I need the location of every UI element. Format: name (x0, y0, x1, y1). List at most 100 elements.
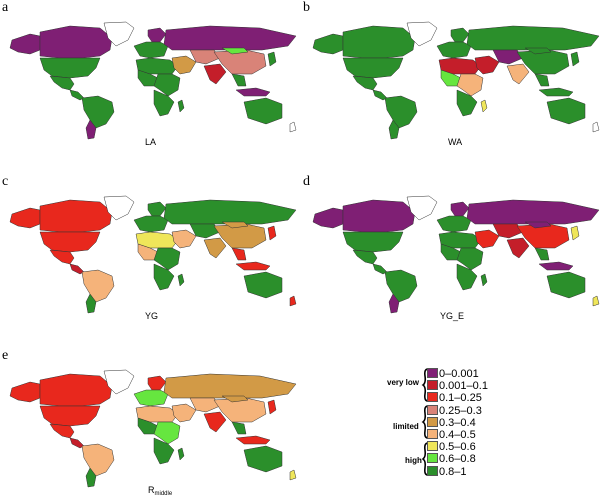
legend-swatch (427, 429, 438, 439)
region-japan (267, 399, 277, 415)
legend-swatch (427, 368, 438, 378)
region-east-africa (456, 73, 484, 97)
panel-letter: c (2, 174, 9, 189)
legend-label: 0–0.001 (439, 368, 479, 380)
legend-item: 0.001–0.1 (427, 380, 488, 393)
region-russia (163, 373, 297, 399)
region-southern-cone (388, 293, 400, 314)
region-middle-east (171, 55, 197, 75)
region-southern-africa (456, 89, 478, 117)
region-mongolia (221, 47, 249, 55)
region-southern-cone (85, 293, 97, 314)
region-new-zealand (289, 121, 297, 133)
region-southern-africa (153, 437, 175, 465)
region-madagascar (480, 99, 488, 113)
region-india (506, 237, 530, 259)
region-india (506, 63, 530, 85)
region-scandinavia (147, 201, 167, 217)
region-middle-east (474, 55, 500, 75)
world-map (312, 21, 600, 140)
region-greenland (406, 195, 438, 221)
region-india (203, 63, 227, 85)
region-south-america (81, 443, 115, 477)
panel-letter: e (2, 348, 9, 363)
region-usa (39, 57, 101, 79)
region-canada (342, 25, 416, 59)
world-map (9, 369, 297, 488)
region-usa (342, 231, 404, 253)
region-mongolia (524, 47, 552, 55)
region-alaska (312, 207, 344, 229)
region-indonesia (235, 261, 271, 271)
region-japan (267, 225, 277, 241)
region-greenland (103, 21, 135, 47)
legend-item: 0.25–0.3 (427, 404, 482, 416)
legend-swatch (427, 416, 438, 427)
region-se-asia (534, 247, 550, 261)
region-europe (133, 41, 169, 59)
region-indonesia (235, 435, 271, 445)
region-mongolia (524, 221, 552, 229)
region-scandinavia (450, 201, 470, 217)
region-india (203, 237, 227, 259)
region-southern-cone (388, 119, 400, 140)
world-map (9, 21, 297, 140)
world-map (312, 195, 600, 314)
region-indonesia (538, 87, 574, 97)
region-europe (133, 389, 169, 407)
region-greenland (103, 369, 135, 395)
region-se-asia (231, 421, 247, 435)
region-australia (243, 445, 283, 473)
region-russia (466, 199, 600, 225)
region-southern-cone (85, 119, 97, 140)
region-scandinavia (147, 27, 167, 43)
region-scandinavia (147, 375, 167, 391)
legend-swatch (427, 380, 438, 391)
region-madagascar (177, 273, 185, 287)
region-canada (39, 199, 113, 233)
panel-caption: WA (448, 137, 463, 147)
panel-letter: a (2, 0, 9, 15)
panel-caption: YG_E (440, 311, 465, 321)
region-europe (436, 215, 472, 233)
region-central-asia (492, 223, 524, 239)
legend-item: 0.5–0.6 (427, 441, 476, 454)
panel-caption: LA (145, 137, 157, 147)
region-greenland (406, 21, 438, 47)
region-middle-east (474, 229, 500, 249)
region-china (213, 397, 267, 423)
legend-label: 0.4–0.5 (439, 429, 476, 441)
region-east-africa (153, 247, 181, 271)
legend: very low limited high 0–0.001 0.001–0.1 0.… (387, 368, 507, 478)
legend-swatch (427, 453, 438, 464)
legend-label: 0.001–0.1 (439, 380, 488, 393)
legend-group-label: limited (393, 422, 419, 431)
region-south-america (81, 95, 115, 129)
region-middle-east (171, 403, 197, 423)
legend-swatch (427, 441, 438, 452)
panel-letter: d (303, 174, 310, 189)
legend-item: 0.3–0.4 (427, 416, 476, 428)
legend-group-label: very low (387, 378, 420, 387)
region-canada (39, 373, 113, 407)
region-se-asia (231, 247, 247, 261)
region-southern-africa (456, 263, 478, 291)
region-canada (39, 25, 113, 59)
legend-item: 0.4–0.5 (427, 429, 476, 441)
panel-caption: Rmiddle (148, 485, 173, 497)
region-central-asia (189, 397, 221, 413)
legend-label: 0.5–0.6 (439, 441, 476, 454)
region-china (516, 49, 570, 75)
legend-swatch (427, 465, 438, 476)
region-central-asia (492, 49, 524, 65)
region-madagascar (177, 447, 185, 461)
region-mongolia (221, 395, 249, 403)
region-alaska (9, 207, 41, 229)
region-madagascar (480, 273, 488, 287)
legend-brace-high (421, 442, 429, 476)
region-alaska (9, 33, 41, 55)
region-central-asia (189, 223, 221, 239)
legend-swatch (427, 392, 438, 403)
region-china (516, 223, 570, 249)
legend-brace-limited (421, 405, 429, 439)
